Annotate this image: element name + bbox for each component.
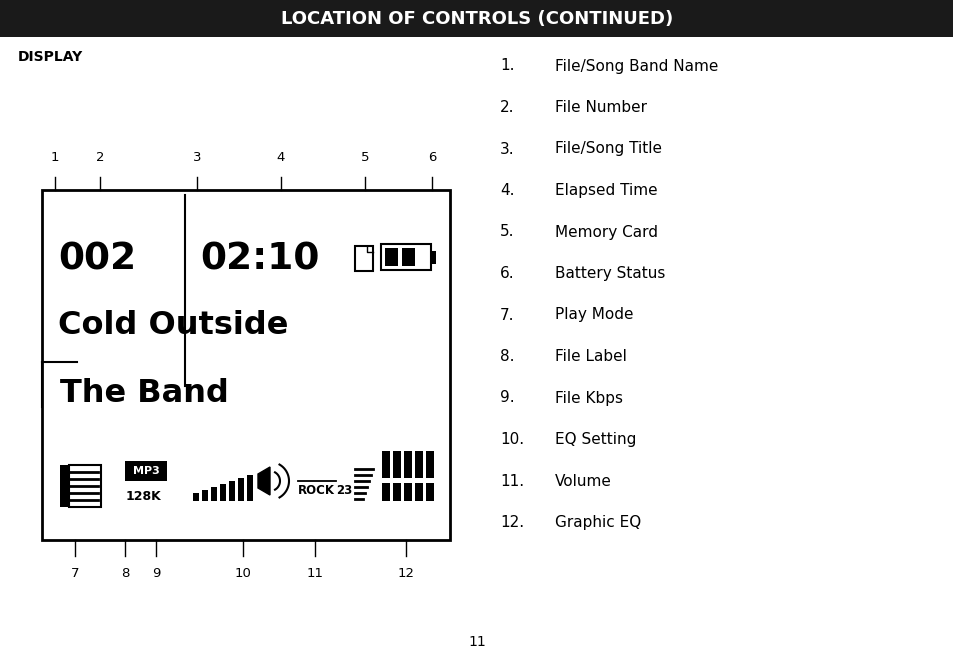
- Text: 12: 12: [397, 567, 414, 580]
- Text: 12.: 12.: [499, 515, 523, 530]
- Bar: [403, 483, 412, 501]
- Text: 23: 23: [335, 483, 352, 497]
- Bar: [237, 478, 244, 501]
- Text: 2.: 2.: [499, 100, 514, 115]
- Bar: [247, 475, 253, 501]
- Bar: [229, 481, 234, 501]
- Bar: [60, 465, 69, 507]
- Text: Battery Status: Battery Status: [555, 266, 664, 281]
- Text: 8: 8: [121, 567, 129, 580]
- Text: MP3: MP3: [132, 466, 159, 476]
- Text: 3: 3: [193, 151, 201, 164]
- Text: 5.: 5.: [499, 224, 514, 240]
- Text: 3.: 3.: [499, 141, 514, 157]
- Text: 002: 002: [58, 241, 136, 277]
- Text: 02:10: 02:10: [200, 241, 319, 277]
- Bar: [220, 484, 226, 501]
- Text: 11: 11: [306, 567, 323, 580]
- Text: LOCATION OF CONTROLS (CONTINUED): LOCATION OF CONTROLS (CONTINUED): [280, 10, 673, 28]
- Text: ROCK: ROCK: [297, 483, 335, 497]
- Text: File Kbps: File Kbps: [555, 390, 622, 406]
- Bar: [42, 190, 450, 540]
- Text: 1: 1: [51, 151, 59, 164]
- Text: 7.: 7.: [499, 307, 514, 323]
- Bar: [193, 493, 199, 501]
- Text: File Label: File Label: [555, 349, 626, 364]
- Text: 10: 10: [234, 567, 252, 580]
- Text: 128K: 128K: [126, 489, 162, 503]
- Text: 9.: 9.: [499, 390, 514, 406]
- Bar: [381, 483, 390, 501]
- Text: 9: 9: [152, 567, 160, 580]
- Text: Graphic EQ: Graphic EQ: [555, 515, 640, 530]
- Bar: [426, 451, 434, 478]
- Polygon shape: [257, 467, 270, 495]
- Bar: [431, 250, 436, 264]
- Text: 6.: 6.: [499, 266, 514, 281]
- Bar: [426, 483, 434, 501]
- Text: 5: 5: [360, 151, 369, 164]
- Text: 7: 7: [71, 567, 79, 580]
- Text: 11: 11: [468, 635, 485, 649]
- Text: Play Mode: Play Mode: [555, 307, 633, 323]
- Bar: [381, 451, 390, 478]
- Bar: [401, 248, 415, 266]
- Text: 4.: 4.: [499, 183, 514, 198]
- Text: File/Song Title: File/Song Title: [555, 141, 661, 157]
- Bar: [393, 483, 400, 501]
- Text: File Number: File Number: [555, 100, 646, 115]
- Bar: [385, 248, 397, 266]
- Text: Cold Outside: Cold Outside: [58, 311, 288, 341]
- Text: 8.: 8.: [499, 349, 514, 364]
- Text: DISPLAY: DISPLAY: [18, 50, 83, 64]
- Bar: [403, 451, 412, 478]
- Text: 6: 6: [427, 151, 436, 164]
- Text: EQ Setting: EQ Setting: [555, 432, 636, 447]
- Text: 1.: 1.: [499, 58, 514, 74]
- Bar: [125, 461, 167, 481]
- Text: File/Song Band Name: File/Song Band Name: [555, 58, 718, 74]
- Bar: [393, 451, 400, 478]
- Text: 4: 4: [276, 151, 285, 164]
- Text: The Band: The Band: [60, 378, 229, 410]
- Text: 10.: 10.: [499, 432, 523, 447]
- Bar: [0, 0, 953, 37]
- Bar: [202, 490, 208, 501]
- Bar: [415, 483, 422, 501]
- Text: 11.: 11.: [499, 473, 523, 489]
- Bar: [355, 246, 373, 271]
- Bar: [415, 451, 422, 478]
- Bar: [380, 244, 431, 270]
- Text: 2: 2: [95, 151, 104, 164]
- Text: Volume: Volume: [555, 473, 611, 489]
- Text: Elapsed Time: Elapsed Time: [555, 183, 657, 198]
- Bar: [69, 465, 101, 507]
- Text: Memory Card: Memory Card: [555, 224, 658, 240]
- Bar: [211, 487, 216, 501]
